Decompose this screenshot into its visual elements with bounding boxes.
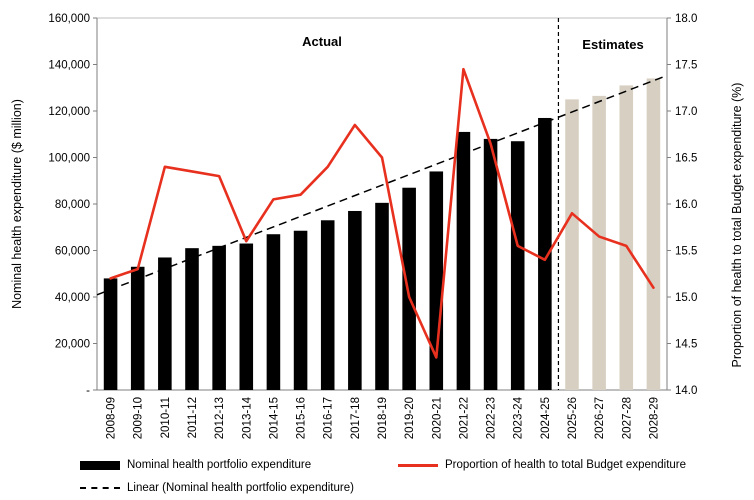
bar bbox=[646, 78, 661, 390]
right-tick-label: 15.5 bbox=[675, 246, 697, 258]
x-tick-label: 2016-17 bbox=[323, 397, 335, 439]
right-tick-label: 16.5 bbox=[675, 153, 697, 165]
x-tick-label: 2023-24 bbox=[513, 396, 525, 439]
bar bbox=[456, 131, 471, 391]
right-tick-label: 14.0 bbox=[675, 385, 697, 397]
x-tick-label: 2024-25 bbox=[540, 397, 552, 439]
legend-label: Proportion of health to total Budget exp… bbox=[445, 459, 687, 471]
trend-line bbox=[96, 74, 668, 296]
right-tick-label: 14.5 bbox=[675, 339, 697, 351]
left-tick-label: 20,000 bbox=[55, 339, 90, 351]
bar bbox=[158, 257, 172, 390]
bar bbox=[185, 248, 199, 390]
bar bbox=[293, 230, 308, 390]
x-tick-label: 2014-15 bbox=[268, 397, 280, 439]
right-tick-label: 17.0 bbox=[675, 106, 697, 118]
x-tick-label: 2028-29 bbox=[648, 397, 660, 439]
x-tick-label: 2008-09 bbox=[106, 397, 118, 439]
left-tick-label: 100,000 bbox=[48, 153, 90, 165]
left-tick-label: 40,000 bbox=[55, 292, 90, 304]
bar bbox=[212, 245, 226, 390]
left-tick-label: 60,000 bbox=[55, 246, 90, 258]
x-tick-label: 2013-14 bbox=[241, 396, 253, 439]
proportion-line bbox=[109, 67, 655, 359]
line-swatch bbox=[398, 463, 438, 467]
bar bbox=[130, 266, 145, 390]
bar bbox=[429, 171, 444, 390]
x-tick-label: 2026-27 bbox=[594, 397, 606, 439]
x-tick-label: 2010-11 bbox=[160, 397, 172, 438]
left-tick-label: 140,000 bbox=[48, 60, 90, 72]
x-tick-label: 2027-28 bbox=[621, 397, 633, 439]
bar-swatch bbox=[80, 460, 120, 470]
annotation-estimates: Estimates bbox=[582, 37, 644, 52]
x-tick-label: 2015-16 bbox=[296, 397, 308, 439]
right-tick-label: 16.0 bbox=[675, 199, 697, 211]
bar bbox=[348, 210, 362, 390]
left-tick-label: 160,000 bbox=[48, 13, 90, 25]
bar bbox=[266, 234, 281, 390]
legend-label: Nominal health portfolio expenditure bbox=[127, 459, 312, 471]
bar bbox=[592, 95, 606, 390]
annotation-actual: Actual bbox=[302, 34, 342, 49]
right-tick-label: 17.5 bbox=[675, 60, 697, 72]
x-tick-label: 2018-19 bbox=[377, 397, 389, 439]
left-tick-label: - bbox=[86, 385, 90, 397]
x-tick-label: 2020-21 bbox=[431, 397, 443, 439]
right-axis-title: Proportion of health to total Budget exp… bbox=[730, 82, 744, 368]
legend-item-bars: Nominal health portfolio expenditure bbox=[80, 459, 311, 471]
right-tick-label: 18.0 bbox=[675, 13, 697, 25]
legend-item-line: Proportion of health to total Budget exp… bbox=[398, 459, 686, 471]
bar bbox=[565, 99, 579, 390]
bar bbox=[103, 278, 118, 390]
bar bbox=[483, 138, 498, 390]
x-tick-label: 2012-13 bbox=[214, 397, 226, 439]
left-tick-label: 120,000 bbox=[48, 106, 90, 118]
x-tick-label: 2021-22 bbox=[458, 397, 470, 439]
x-tick-label: 2009-10 bbox=[133, 397, 145, 439]
x-tick-label: 2022-23 bbox=[486, 397, 498, 439]
legend-label: Linear (Nominal health portfolio expendi… bbox=[127, 482, 354, 494]
bar bbox=[510, 141, 525, 390]
x-tick-label: 2017-18 bbox=[350, 397, 362, 439]
bar bbox=[619, 85, 634, 391]
right-tick-label: 15.0 bbox=[675, 292, 697, 304]
bar bbox=[375, 202, 389, 390]
left-tick-label: 80,000 bbox=[55, 199, 90, 211]
x-tick-label: 2019-20 bbox=[404, 397, 416, 439]
left-axis-title: Nominal health expenditure ($ million) bbox=[10, 99, 24, 309]
x-tick-label: 2025-26 bbox=[567, 397, 579, 439]
dashed-line-swatch bbox=[80, 487, 120, 489]
bar bbox=[538, 117, 552, 390]
bar bbox=[320, 220, 335, 390]
bar bbox=[239, 243, 254, 390]
legend-item-trend: Linear (Nominal health portfolio expendi… bbox=[80, 482, 354, 494]
bar bbox=[402, 187, 416, 390]
x-tick-label: 2011-12 bbox=[187, 397, 199, 438]
